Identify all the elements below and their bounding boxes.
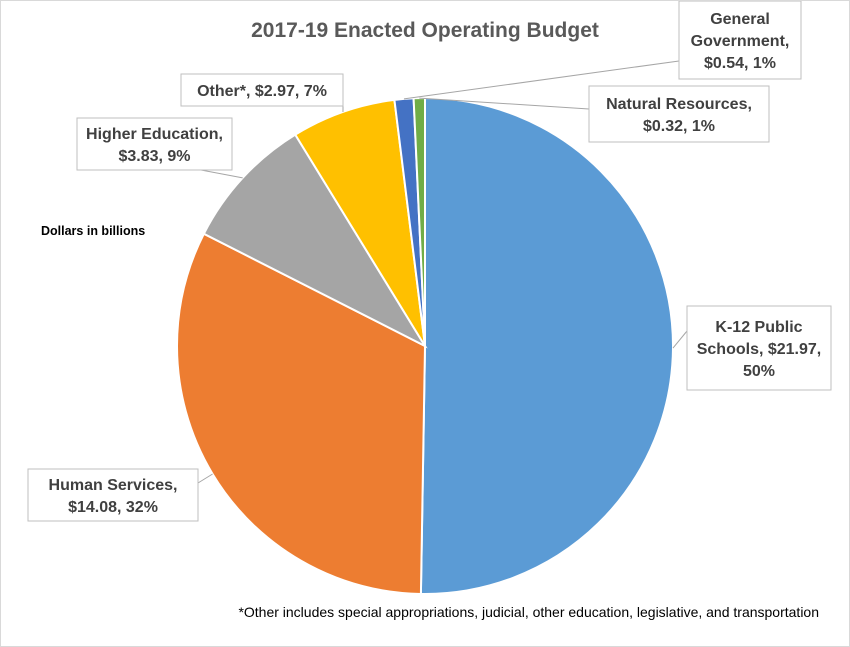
data-label-text: $3.83, 9%	[118, 148, 190, 165]
data-label-other: Other*, $2.97, 7%	[180, 73, 344, 107]
pie-slice-k12	[419, 96, 674, 595]
data-label-text: Higher Education,	[86, 126, 223, 143]
units-note: Dollars in billions	[41, 224, 145, 238]
data-label-human: Human Services, $14.08, 32%	[27, 468, 199, 522]
label-leader-lines	[197, 60, 688, 484]
data-label-text: $14.08, 32%	[68, 499, 158, 516]
pie-slice-higher	[202, 133, 428, 349]
pie-slice-other	[293, 98, 426, 347]
data-label-text: Natural Resources,	[606, 96, 752, 113]
data-label-box	[686, 305, 832, 391]
data-labels: K-12 Public Schools, $21.97, 50% Human Serv…	[27, 1, 832, 522]
data-label-natural: Natural Resources, $0.32, 1%	[588, 85, 770, 143]
data-label-text: Schools, $21.97,	[697, 341, 822, 358]
leader-line-human	[197, 473, 213, 484]
leader-line-higher	[200, 169, 243, 179]
data-label-text: Government,	[691, 33, 790, 50]
data-label-text: Other*, $2.97, 7%	[197, 83, 327, 100]
data-label-box	[27, 468, 199, 522]
data-label-text: General	[710, 11, 770, 28]
data-label-box	[180, 73, 344, 107]
chart-title: 2017-19 Enacted Operating Budget	[251, 19, 599, 42]
data-label-k12: K-12 Public Schools, $21.97, 50%	[686, 305, 832, 391]
data-label-text: $0.54, 1%	[704, 55, 776, 72]
data-label-text: K-12 Public	[715, 319, 802, 336]
footnote: *Other includes special appropriations, …	[238, 604, 819, 620]
data-label-text: Human Services,	[49, 477, 178, 494]
data-label-box	[588, 85, 770, 143]
data-label-text: $0.32, 1%	[643, 118, 715, 135]
pie-slice-human	[176, 232, 427, 595]
data-label-higher: Higher Education, $3.83, 9%	[76, 117, 233, 171]
data-label-text: 50%	[743, 363, 775, 380]
data-label-box	[76, 117, 233, 171]
leader-line-general	[403, 60, 680, 100]
leader-line-natural	[419, 97, 590, 110]
pie-slices	[176, 96, 674, 595]
data-label-general: General Government, $0.54, 1%	[678, 1, 802, 80]
leader-line-k12	[672, 330, 688, 349]
data-label-box	[678, 1, 802, 80]
